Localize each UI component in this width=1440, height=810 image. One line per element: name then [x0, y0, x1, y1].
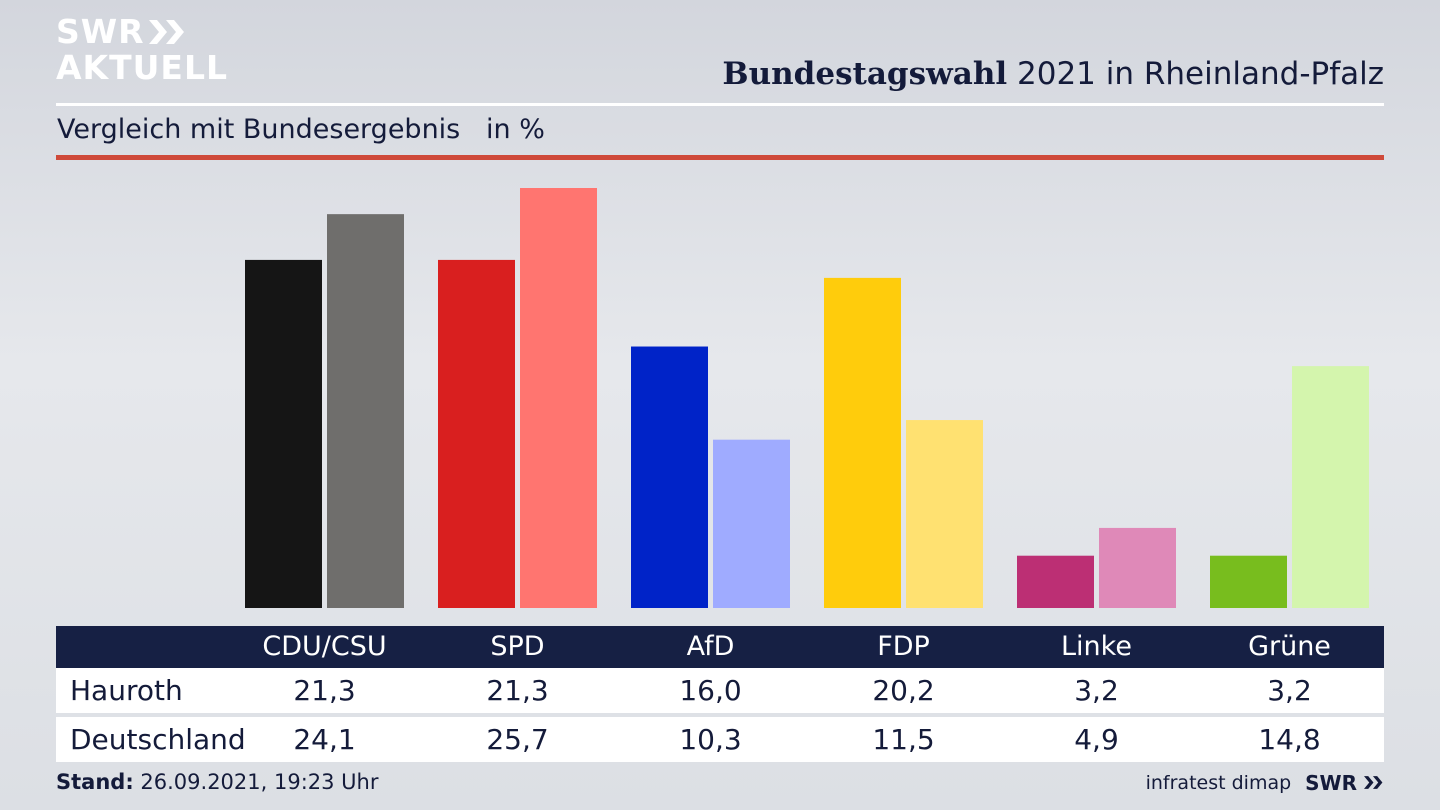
footer-logo: SWR: [1305, 771, 1384, 795]
table-cell: 21,3: [486, 674, 549, 707]
table-row: Deutschland 24,1 25,7 10,3 11,5 4,9 14,8: [56, 717, 1384, 762]
column-header: AfD: [686, 631, 735, 662]
accent-divider: [56, 155, 1384, 160]
bar-linke-deutschland: [1099, 527, 1176, 608]
table-cell: 16,0: [679, 674, 742, 707]
table-cell: 10,3: [679, 723, 742, 756]
column-header: Linke: [1061, 631, 1132, 662]
header-divider: [56, 103, 1384, 106]
results-table: CDU/CSU SPD AfD FDP Linke Grüne Hauroth 21,3 2…: [56, 626, 1384, 762]
table-cell: 20,2: [872, 674, 935, 707]
bar-fdp-hauroth: [824, 277, 901, 608]
bar-fdp-deutschland: [906, 420, 983, 608]
source-text: infratest dimap: [1145, 772, 1292, 794]
column-header: CDU/CSU: [262, 631, 387, 662]
logo-line-1: SWR: [56, 12, 145, 51]
bar-spd-hauroth: [438, 259, 515, 608]
footer-logo-text: SWR: [1305, 771, 1358, 795]
swr-aktuell-logo: SWR AKTUELL: [56, 14, 228, 86]
timestamp: Stand: 26.09.2021, 19:23 Uhr: [56, 770, 379, 794]
column-header: Grüne: [1248, 631, 1331, 662]
table-cell: 14,8: [1258, 723, 1321, 756]
row-label: Hauroth: [70, 674, 183, 707]
bar-cdu-csu-deutschland: [327, 214, 404, 608]
stand-value: 26.09.2021, 19:23 Uhr: [133, 770, 379, 794]
table-cell: 3,2: [1074, 674, 1119, 707]
source-credit: infratest dimap SWR: [1146, 771, 1384, 795]
column-header: SPD: [490, 631, 545, 662]
bar-afd-deutschland: [713, 439, 790, 608]
chevrons-icon: [148, 20, 184, 44]
table-cell: 21,3: [293, 674, 356, 707]
title-bold: Bundestagswahl: [722, 56, 1008, 92]
bar-spd-deutschland: [520, 188, 597, 608]
stand-label: Stand:: [56, 770, 134, 794]
table-header: CDU/CSU SPD AfD FDP Linke Grüne: [56, 626, 1384, 668]
bar-linke-hauroth: [1017, 555, 1094, 608]
bar-chart: [245, 188, 1369, 608]
title-rest: 2021 in Rheinland-Pfalz: [1007, 56, 1384, 92]
chevrons-icon: [1364, 776, 1383, 789]
table-cell: 25,7: [486, 723, 549, 756]
row-label: Deutschland: [70, 723, 246, 756]
table-cell: 3,2: [1267, 674, 1312, 707]
chart-subtitle: Vergleich mit Bundesergebnis in %: [57, 114, 545, 145]
logo-line-2: AKTUELL: [56, 48, 229, 87]
bar-cdu-csu-hauroth: [245, 259, 322, 608]
bar-gr-ne-hauroth: [1210, 555, 1287, 608]
table-cell: 11,5: [872, 723, 935, 756]
bar-afd-hauroth: [631, 346, 708, 608]
column-header: FDP: [877, 631, 930, 662]
table-cell: 24,1: [293, 723, 356, 756]
page-title: Bundestagswahl 2021 in Rheinland-Pfalz: [722, 56, 1384, 92]
table-cell: 4,9: [1074, 723, 1119, 756]
bar-gr-ne-deutschland: [1292, 366, 1369, 608]
table-row: Hauroth 21,3 21,3 16,0 20,2 3,2 3,2: [56, 668, 1384, 713]
